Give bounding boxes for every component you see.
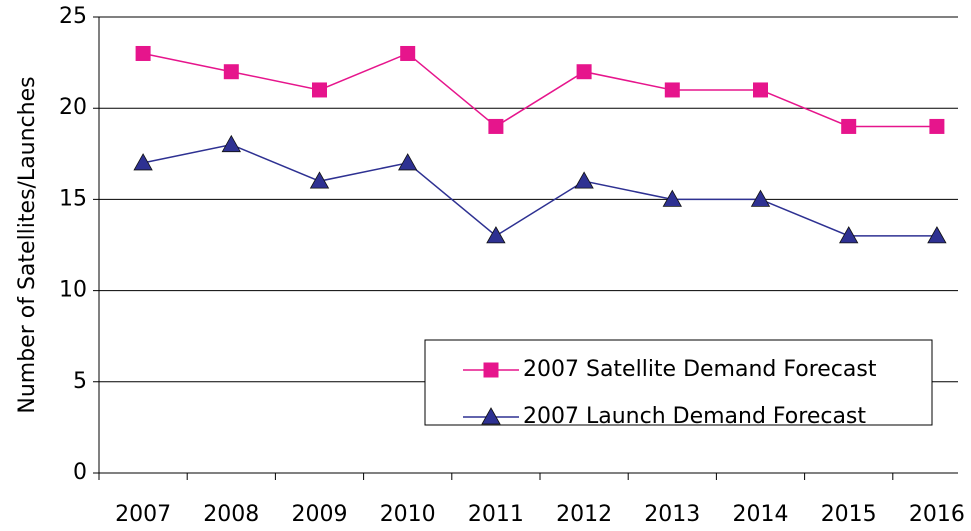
x-tick-label: 2012 <box>556 502 612 527</box>
legend-label: 2007 Satellite Demand Forecast <box>523 357 877 382</box>
marker <box>750 189 771 207</box>
x-tick-label: 2008 <box>203 502 259 527</box>
marker <box>223 64 239 80</box>
marker <box>398 153 418 171</box>
y-tick-label: 15 <box>59 186 87 211</box>
y-tick-label: 5 <box>73 369 87 394</box>
marker <box>309 171 330 189</box>
x-tick-label: 2014 <box>733 502 789 527</box>
marker <box>135 45 151 61</box>
x-tick-label: 2010 <box>380 502 436 527</box>
marker <box>312 82 327 98</box>
x-tick-label: 2007 <box>115 502 171 527</box>
marker <box>133 153 153 171</box>
marker <box>927 226 947 244</box>
legend-box <box>424 339 933 426</box>
x-tick-label: 2011 <box>468 502 524 527</box>
marker <box>841 118 857 134</box>
x-tick-label: 2015 <box>821 502 877 527</box>
marker <box>221 134 241 153</box>
x-tick-label: 2016 <box>909 502 965 527</box>
marker <box>574 171 594 189</box>
y-tick-label: 10 <box>59 278 87 303</box>
marker <box>839 226 859 244</box>
series-line <box>142 143 937 237</box>
marker <box>486 226 506 244</box>
series-line <box>142 52 937 128</box>
y-tick-label: 25 <box>59 4 87 29</box>
marker <box>662 189 682 207</box>
marker <box>576 64 592 80</box>
legend-label: 2007 Launch Demand Forecast <box>523 404 866 429</box>
marker <box>929 118 945 134</box>
y-tick-label: 20 <box>59 95 87 120</box>
marker <box>488 118 504 134</box>
marker <box>664 82 680 98</box>
x-tick-label: 2013 <box>644 502 700 527</box>
y-tick-label: 0 <box>73 460 87 485</box>
x-tick-label: 2009 <box>292 502 348 527</box>
marker <box>483 362 499 378</box>
marker <box>400 45 416 61</box>
y-axis-label: Number of Satellites/Launches <box>15 76 40 413</box>
marker <box>481 407 501 425</box>
marker <box>753 82 768 98</box>
